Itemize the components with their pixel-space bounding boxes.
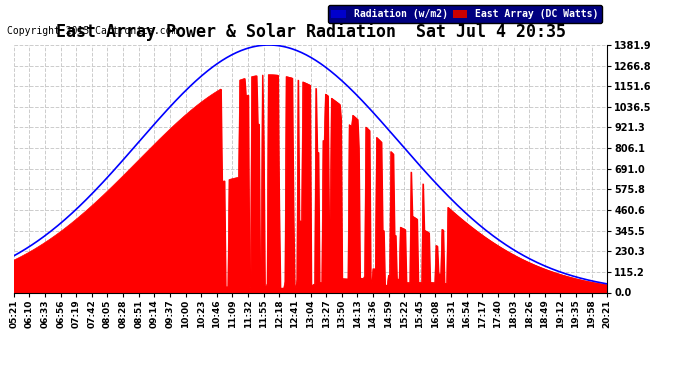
Title: East Array Power & Solar Radiation  Sat Jul 4 20:35: East Array Power & Solar Radiation Sat J… — [55, 22, 566, 40]
Text: Copyright 2015 Cartronics.com: Copyright 2015 Cartronics.com — [7, 26, 177, 36]
Legend: Radiation (w/m2), East Array (DC Watts): Radiation (w/m2), East Array (DC Watts) — [328, 5, 602, 23]
